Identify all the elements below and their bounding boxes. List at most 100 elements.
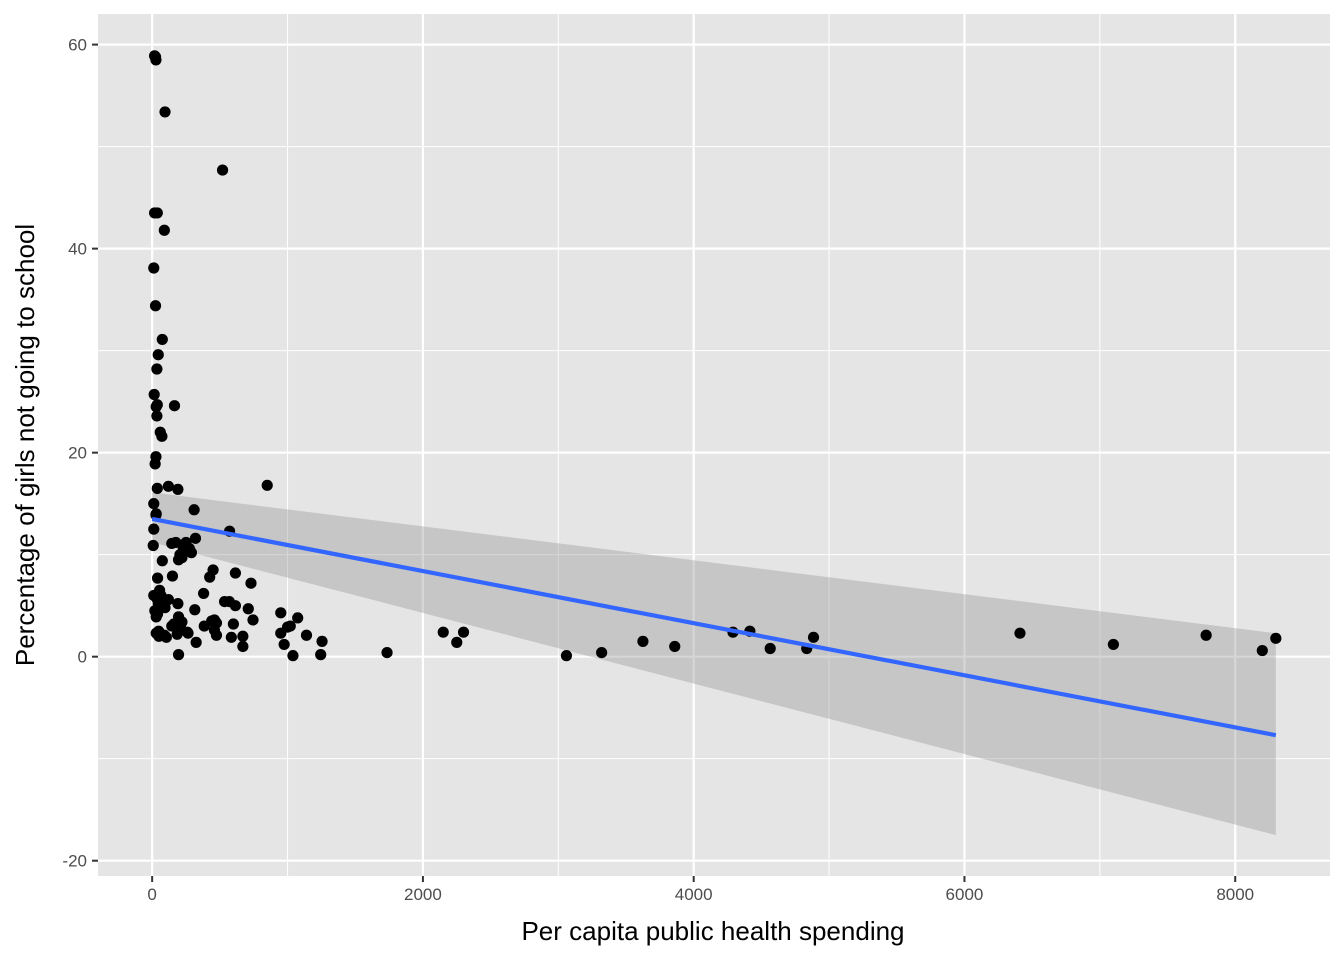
data-point	[275, 607, 287, 619]
data-point	[158, 224, 170, 236]
data-point	[227, 618, 239, 630]
data-point	[437, 626, 449, 638]
minor-gridlines	[98, 14, 1330, 876]
data-point	[216, 164, 229, 176]
data-point	[207, 564, 219, 576]
data-point	[151, 482, 163, 494]
x-axis: 0 2000 4000 6000 8000	[147, 876, 1254, 904]
data-point	[278, 638, 290, 651]
x-tick-label: 4000	[675, 885, 713, 904]
data-point	[315, 649, 327, 661]
data-point	[150, 401, 162, 413]
data-point	[148, 523, 160, 535]
data-point	[151, 608, 164, 620]
data-point	[225, 631, 237, 643]
x-tick-label: 0	[147, 885, 156, 904]
data-point	[1270, 632, 1282, 644]
data-point	[148, 262, 160, 274]
data-point	[168, 400, 181, 412]
data-point	[157, 597, 169, 609]
data-point	[166, 537, 178, 550]
data-point	[284, 620, 296, 632]
data-point	[171, 628, 183, 640]
regression-line	[151, 516, 1277, 738]
data-point	[149, 51, 162, 63]
data-point	[198, 587, 210, 600]
data-point	[158, 629, 170, 641]
data-point	[181, 626, 193, 638]
regression-line-layer	[151, 516, 1277, 738]
data-point	[1256, 644, 1268, 657]
data-point	[151, 363, 163, 375]
data-point	[237, 640, 249, 653]
data-point	[381, 646, 393, 659]
x-tick-label: 8000	[1216, 885, 1254, 904]
x-tick-label: 2000	[404, 885, 442, 904]
data-point	[166, 570, 179, 582]
data-point	[151, 572, 164, 584]
y-tick-label: 40	[68, 240, 87, 259]
data-point	[156, 333, 168, 346]
data-point	[316, 635, 328, 647]
data-point	[560, 650, 573, 662]
data-point	[159, 106, 171, 118]
data-point	[156, 555, 168, 567]
data-point	[669, 640, 681, 653]
data-point	[172, 483, 184, 495]
data-point	[172, 649, 185, 661]
data-point	[261, 479, 273, 491]
data-point	[275, 627, 287, 639]
data-point	[149, 458, 161, 470]
major-gridlines	[98, 14, 1330, 876]
data-point	[1200, 629, 1212, 641]
data-point	[218, 595, 231, 608]
data-point	[148, 388, 160, 401]
plot-panel	[98, 14, 1330, 876]
data-point	[198, 620, 210, 632]
y-tick-label: 20	[68, 444, 87, 463]
data-point	[807, 631, 820, 643]
y-tick-label: -20	[62, 852, 87, 871]
data-point	[151, 410, 163, 422]
data-point	[148, 498, 160, 510]
data-point	[176, 552, 188, 564]
data-point	[637, 635, 649, 647]
data-point	[1107, 638, 1119, 651]
data-point	[189, 604, 201, 616]
data-point	[156, 430, 168, 442]
y-axis: -20 0 20 40 60	[62, 36, 98, 871]
data-point	[247, 614, 259, 626]
data-point	[457, 626, 470, 638]
y-tick-label: 0	[78, 648, 87, 667]
x-axis-title: Per capita public health spending	[521, 916, 904, 946]
data-point	[1014, 627, 1026, 639]
data-point	[190, 636, 202, 648]
data-point	[764, 642, 776, 655]
data-point	[229, 567, 242, 579]
data-point	[237, 630, 249, 642]
data-point	[229, 600, 242, 612]
data-point	[287, 650, 299, 662]
data-point	[210, 629, 223, 641]
confidence-band	[152, 492, 1276, 836]
data-point	[596, 646, 608, 659]
data-point	[245, 577, 257, 589]
data-point	[149, 300, 162, 312]
data-point	[166, 620, 178, 632]
x-tick-label: 6000	[946, 885, 984, 904]
data-point	[242, 603, 254, 615]
data-point	[151, 207, 163, 219]
data-points	[147, 50, 1282, 662]
confidence-band-layer	[152, 492, 1276, 836]
data-point	[300, 629, 313, 641]
data-point	[189, 532, 202, 544]
y-axis-title: Percentage of girls not going to school	[10, 224, 40, 666]
data-point	[188, 504, 200, 516]
data-point	[147, 539, 159, 552]
data-point	[451, 636, 463, 648]
data-point	[172, 598, 184, 610]
data-point	[292, 612, 304, 624]
data-point	[152, 349, 164, 361]
y-tick-label: 60	[68, 36, 87, 55]
